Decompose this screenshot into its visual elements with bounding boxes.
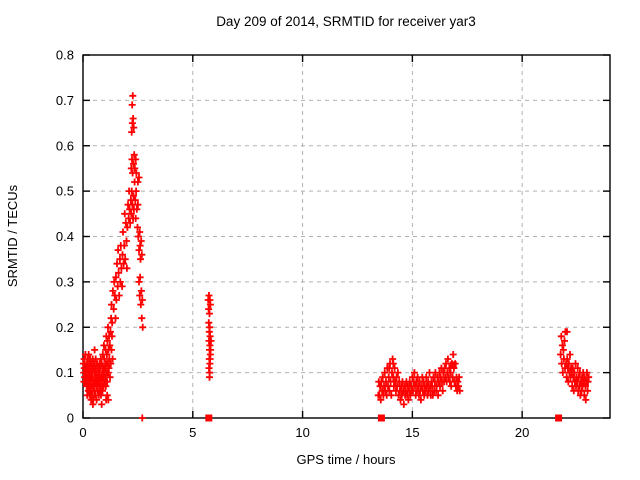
series-plus [79, 92, 593, 422]
x-tick-label: 15 [405, 425, 419, 440]
y-tick-label: 0.1 [56, 365, 74, 380]
tick-marks [82, 54, 610, 419]
y-axis-label: SRMTID / TECUs [5, 184, 20, 287]
y-tick-label: 0.5 [56, 184, 74, 199]
grid-layer [93, 55, 600, 418]
x-tick-label: 10 [295, 425, 309, 440]
x-tick-label: 20 [515, 425, 529, 440]
square-marker [449, 361, 457, 369]
square-marker [377, 414, 385, 422]
axes-frame [82, 54, 611, 419]
plus-marker-path [79, 92, 593, 422]
x-tick-label: 0 [79, 425, 86, 440]
plot-border [82, 54, 611, 419]
y-tick-label: 0.8 [56, 48, 74, 63]
square-marker [205, 414, 213, 422]
scatter-points [79, 92, 593, 422]
y-tick-label: 0.6 [56, 138, 74, 153]
series-square [205, 361, 563, 422]
y-tick-label: 0.3 [56, 274, 74, 289]
tick-labels: 0 5 10 15 20 0 0.1 0.2 0.3 0.4 0.5 0.6 0.7 0.8 [56, 48, 529, 441]
y-tick-label: 0.7 [56, 93, 74, 108]
chart-title: Day 209 of 2014, SRMTID for receiver yar… [216, 14, 476, 29]
square-marker [555, 414, 563, 422]
y-tick-label: 0 [67, 411, 74, 426]
y-tick-label: 0.2 [56, 320, 74, 335]
x-tick-label: 5 [189, 425, 196, 440]
x-axis-label: GPS time / hours [297, 452, 396, 467]
y-tick-label: 0.4 [56, 229, 74, 244]
